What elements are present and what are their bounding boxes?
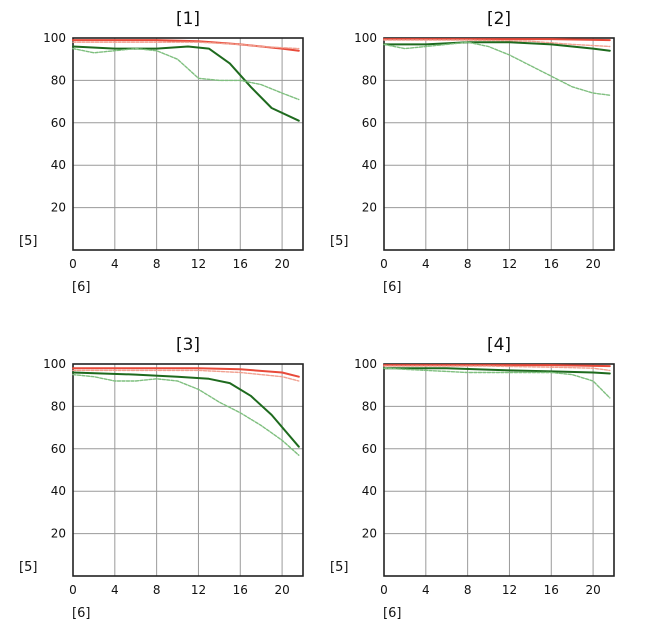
- y-tick-label: 20: [362, 527, 377, 541]
- y-tick-label: 100: [43, 357, 66, 371]
- y-axis-label: [5]: [19, 234, 37, 249]
- y-tick-label: 20: [362, 201, 377, 215]
- y-tick-label: 80: [51, 399, 66, 413]
- chart-1: 0 4 8 12 16 20 20 40 60 80 100 [1] [5] [6]: [19, 9, 304, 295]
- series-line-3: [383, 41, 611, 52]
- y-tick-label: 80: [51, 73, 66, 87]
- series-line-4: [72, 373, 300, 456]
- x-tick-label: 4: [111, 257, 119, 271]
- series-line-4: [383, 41, 611, 96]
- x-tick-label: 0: [380, 257, 388, 271]
- series-line-2: [383, 365, 611, 372]
- series-line-4: [383, 367, 611, 399]
- plot-frame: [72, 363, 304, 577]
- y-axis-label: [5]: [330, 560, 348, 575]
- x-tick-label: 12: [191, 257, 206, 271]
- y-tick-label: 100: [354, 357, 377, 371]
- chart-4: 0 4 8 12 16 20 20 40 60 80 100 [4] [5] [6]: [330, 335, 615, 621]
- series-line-3: [383, 367, 611, 375]
- series-line-1: [383, 364, 611, 368]
- series-line-3: [72, 45, 300, 122]
- y-axis-label: [5]: [19, 560, 37, 575]
- x-tick-label: 12: [502, 257, 517, 271]
- chart-title: [1]: [176, 9, 200, 29]
- series-line-2: [72, 41, 300, 50]
- x-tick-label: 16: [544, 257, 559, 271]
- chart-2: 0 4 8 12 16 20 20 40 60 80 100 [2] [5] [6]: [330, 9, 615, 295]
- x-tick-label: 20: [585, 583, 600, 597]
- x-tick-label: 20: [274, 257, 289, 271]
- x-tick-label: 16: [233, 583, 248, 597]
- x-tick-label: 4: [111, 583, 119, 597]
- x-tick-label: 12: [191, 583, 206, 597]
- x-tick-label: 8: [464, 583, 472, 597]
- x-tick-label: 12: [502, 583, 517, 597]
- plot-frame: [72, 37, 304, 251]
- x-tick-label: 4: [422, 583, 430, 597]
- series-line-2: [72, 369, 300, 382]
- y-tick-label: 20: [51, 201, 66, 215]
- chart-title: [2]: [487, 9, 511, 29]
- x-tick-label: 4: [422, 257, 430, 271]
- series-line-1: [72, 39, 300, 52]
- y-tick-label: 80: [362, 73, 377, 87]
- y-tick-label: 60: [51, 442, 66, 456]
- y-tick-label: 20: [51, 527, 66, 541]
- x-tick-label: 20: [585, 257, 600, 271]
- chart-title: [4]: [487, 335, 511, 355]
- x-axis-label: [6]: [383, 606, 401, 621]
- chart-title: [3]: [176, 335, 200, 355]
- plot-frame: [383, 37, 615, 251]
- x-tick-label: 8: [153, 257, 161, 271]
- x-tick-label: 16: [233, 257, 248, 271]
- x-axis-label: [6]: [383, 280, 401, 295]
- x-tick-label: 0: [380, 583, 388, 597]
- y-tick-label: 60: [362, 116, 377, 130]
- y-axis-label: [5]: [330, 234, 348, 249]
- y-tick-label: 60: [51, 116, 66, 130]
- plot-frame: [383, 363, 615, 577]
- series-line-2: [383, 39, 611, 48]
- x-axis-label: [6]: [72, 606, 90, 621]
- y-tick-label: 40: [51, 484, 66, 498]
- y-tick-label: 100: [354, 31, 377, 45]
- x-tick-label: 20: [274, 583, 289, 597]
- x-tick-label: 0: [69, 583, 77, 597]
- series-line-1: [72, 367, 300, 378]
- x-tick-label: 16: [544, 583, 559, 597]
- series-line-4: [72, 47, 300, 101]
- x-tick-label: 0: [69, 257, 77, 271]
- x-tick-label: 8: [464, 257, 472, 271]
- y-tick-label: 40: [362, 484, 377, 498]
- y-tick-label: 40: [362, 158, 377, 172]
- series-line-3: [72, 371, 300, 448]
- y-tick-label: 40: [51, 158, 66, 172]
- y-tick-label: 60: [362, 442, 377, 456]
- y-tick-label: 80: [362, 399, 377, 413]
- series-line-1: [383, 38, 611, 42]
- x-tick-label: 8: [153, 583, 161, 597]
- chart-3: 0 4 8 12 16 20 20 40 60 80 100 [3] [5] [6]: [19, 335, 304, 621]
- y-tick-label: 100: [43, 31, 66, 45]
- x-axis-label: [6]: [72, 280, 90, 295]
